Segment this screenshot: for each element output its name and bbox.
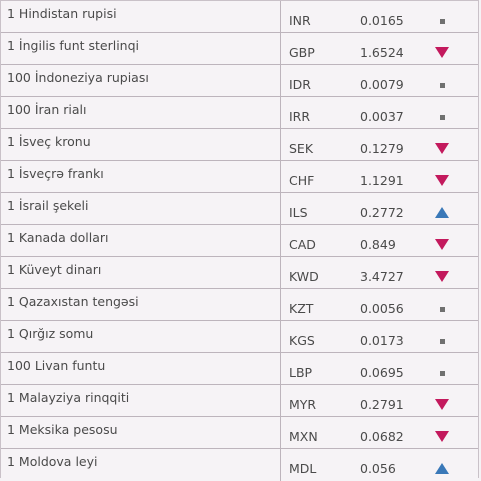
trend-neutral-icon <box>435 111 449 125</box>
currency-rate: 0.2772 <box>360 205 404 220</box>
trend-down-icon <box>435 175 449 189</box>
currency-rate: 0.0173 <box>360 333 404 348</box>
currency-code: KGS <box>289 333 315 348</box>
currency-code: LBP <box>289 365 313 380</box>
trend-down-icon <box>435 47 449 61</box>
currency-code: KWD <box>289 269 319 284</box>
currency-code: SEK <box>289 141 314 156</box>
currency-name: 100 İran rialı <box>1 97 281 128</box>
currency-name: 100 İndoneziya rupiası <box>1 65 281 96</box>
trend-neutral-icon <box>435 15 449 29</box>
currency-code: IDR <box>289 77 311 92</box>
trend-up-icon <box>435 207 449 221</box>
trend-down-icon <box>435 399 449 413</box>
table-row: 1 Küveyt dinarı KWD 3.4727 <box>1 257 478 289</box>
currency-name: 1 Malayziya rinqqiti <box>1 385 281 416</box>
currency-name: 1 Qazaxıstan tengəsi <box>1 289 281 320</box>
table-row: 1 Moldova leyi MDL 0.056 <box>1 449 478 481</box>
currency-rate: 0.056 <box>360 461 396 476</box>
currency-code: INR <box>289 13 311 28</box>
table-row: 1 Qırğız somu KGS 0.0173 <box>1 321 478 353</box>
currency-code: IRR <box>289 109 311 124</box>
table-row: 1 İsveç kronu SEK 0.1279 <box>1 129 478 161</box>
trend-down-icon <box>435 143 449 157</box>
table-row: 1 İsrail şekeli ILS 0.2772 <box>1 193 478 225</box>
table-row: 1 Qazaxıstan tengəsi KZT 0.0056 <box>1 289 478 321</box>
currency-code: GBP <box>289 45 315 60</box>
currency-name: 100 Livan funtu <box>1 353 281 384</box>
currency-code: MYR <box>289 397 317 412</box>
currency-code: MXN <box>289 429 318 444</box>
table-row: 100 İndoneziya rupiası IDR 0.0079 <box>1 65 478 97</box>
currency-code: CAD <box>289 237 316 252</box>
table-row: 1 Meksika pesosu MXN 0.0682 <box>1 417 478 449</box>
currency-name: 1 Moldova leyi <box>1 449 281 481</box>
currency-rate: 0.2791 <box>360 397 404 412</box>
currency-name: 1 İsveç kronu <box>1 129 281 160</box>
currency-rate: 3.4727 <box>360 269 404 284</box>
currency-rate: 0.849 <box>360 237 396 252</box>
currency-rate: 0.0695 <box>360 365 404 380</box>
trend-neutral-icon <box>435 335 449 349</box>
currency-code: ILS <box>289 205 308 220</box>
currency-rate: 0.0079 <box>360 77 404 92</box>
currency-rate: 0.0037 <box>360 109 404 124</box>
currency-code: KZT <box>289 301 314 316</box>
currency-name: 1 Hindistan rupisi <box>1 1 281 32</box>
currency-name: 1 Qırğız somu <box>1 321 281 352</box>
trend-up-icon <box>435 463 449 477</box>
trend-down-icon <box>435 239 449 253</box>
table-row: 1 Malayziya rinqqiti MYR 0.2791 <box>1 385 478 417</box>
trend-down-icon <box>435 431 449 445</box>
currency-rate: 1.6524 <box>360 45 404 60</box>
table-row: 100 Livan funtu LBP 0.0695 <box>1 353 478 385</box>
trend-neutral-icon <box>435 79 449 93</box>
trend-neutral-icon <box>435 303 449 317</box>
trend-neutral-icon <box>435 367 449 381</box>
table-row: 1 İngilis funt sterlinqi GBP 1.6524 <box>1 33 478 65</box>
currency-code: MDL <box>289 461 317 476</box>
currency-rate: 0.0056 <box>360 301 404 316</box>
trend-down-icon <box>435 271 449 285</box>
currency-name: 1 İsveçrə frankı <box>1 161 281 192</box>
table-row: 100 İran rialı IRR 0.0037 <box>1 97 478 129</box>
currency-name: 1 İngilis funt sterlinqi <box>1 33 281 64</box>
currency-rate: 0.0682 <box>360 429 404 444</box>
currency-name: 1 Küveyt dinarı <box>1 257 281 288</box>
currency-name: 1 İsrail şekeli <box>1 193 281 224</box>
table-row: 1 İsveçrə frankı CHF 1.1291 <box>1 161 478 193</box>
currency-name: 1 Kanada dolları <box>1 225 281 256</box>
table-row: 1 Kanada dolları CAD 0.849 <box>1 225 478 257</box>
currency-name: 1 Meksika pesosu <box>1 417 281 448</box>
currency-rate: 0.1279 <box>360 141 404 156</box>
currency-rate: 0.0165 <box>360 13 404 28</box>
currency-code: CHF <box>289 173 315 188</box>
table-row: 1 Hindistan rupisi INR 0.0165 <box>1 1 478 33</box>
currency-rate: 1.1291 <box>360 173 404 188</box>
